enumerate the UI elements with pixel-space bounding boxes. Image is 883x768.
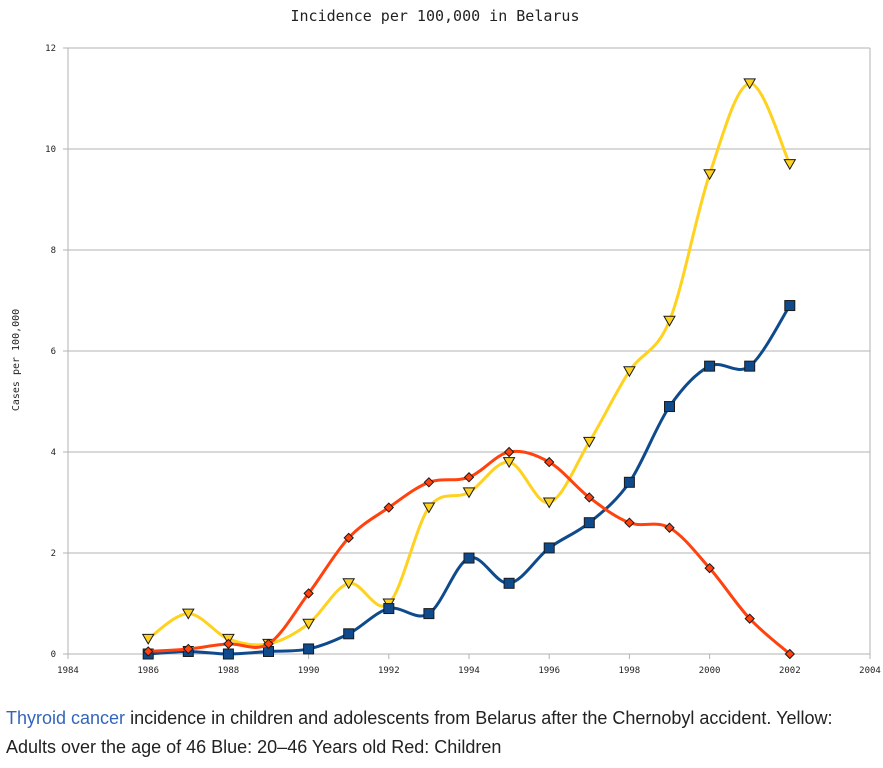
data-point-square (303, 643, 315, 655)
chart-title: Incidence per 100,000 in Belarus (291, 7, 580, 25)
y-tick-label: 12 (45, 44, 56, 54)
y-tick-label: 4 (51, 448, 56, 458)
x-tick-label: 1998 (619, 666, 641, 676)
thyroid-cancer-link[interactable]: Thyroid cancer (6, 708, 126, 728)
x-tick-label: 1984 (57, 666, 79, 676)
y-tick-label: 6 (51, 347, 56, 357)
y-tick-label: 8 (51, 246, 56, 256)
data-point-square (343, 628, 355, 640)
x-tick-label: 1988 (218, 666, 240, 676)
data-point-triangle (181, 608, 195, 620)
data-point-square (664, 401, 675, 413)
data-point-triangle (542, 497, 556, 509)
data-point-diamond (784, 648, 796, 660)
gridlines (68, 47, 870, 655)
y-tick-label: 10 (45, 145, 56, 155)
data-point-triangle (703, 169, 716, 181)
data-point-triangle (623, 366, 636, 378)
data-point-diamond (423, 477, 435, 488)
data-point-diamond (744, 613, 755, 624)
data-point-square (704, 360, 716, 372)
x-tick-label: 1990 (298, 666, 320, 676)
data-point-diamond (503, 446, 515, 458)
data-point-diamond (664, 522, 675, 533)
y-tick-labels: 0 2 4 6 8 10 12 (45, 44, 68, 660)
data-point-diamond (463, 472, 475, 483)
data-point-triangle (141, 633, 155, 645)
data-point-square (744, 360, 756, 372)
y-tick-label: 0 (51, 650, 56, 660)
data-point-diamond (263, 638, 274, 650)
data-point-square (423, 608, 435, 620)
data-point-triangle (302, 618, 315, 630)
data-point-triangle (743, 78, 757, 90)
data-point-square (543, 542, 555, 554)
x-tick-label: 2000 (699, 666, 721, 676)
data-point-diamond (543, 456, 555, 468)
line-chart: Incidence per 100,000 in Belarus Cases p… (11, 7, 881, 676)
data-point-triangle (422, 502, 436, 514)
x-tick-label: 1986 (137, 666, 159, 676)
data-point-diamond (303, 588, 314, 599)
x-tick-label: 1996 (538, 666, 560, 676)
series-2 (142, 446, 796, 660)
series-group (141, 78, 797, 660)
data-point-diamond (343, 532, 354, 544)
y-axis-label: Cases per 100,000 (11, 309, 22, 411)
x-tick-labels: 1984 1986 1988 1990 1992 1994 1996 1998 2000 2002… (57, 654, 881, 676)
y-tick-label: 2 (51, 549, 56, 559)
x-tick-label: 1992 (378, 666, 400, 676)
data-point-triangle (783, 159, 797, 171)
data-point-triangle (502, 457, 516, 469)
data-point-square (503, 577, 515, 589)
data-point-diamond (704, 562, 715, 574)
data-point-triangle (582, 436, 596, 448)
data-point-triangle (663, 315, 676, 327)
data-point-diamond (624, 517, 635, 528)
data-point-square (583, 517, 595, 529)
data-point-square (784, 300, 796, 312)
x-tick-label: 1994 (458, 666, 480, 676)
data-point-square (383, 603, 395, 615)
data-point-diamond (584, 492, 595, 503)
caption-text: incidence in children and adolescents fr… (6, 708, 833, 757)
data-point-triangle (462, 487, 476, 499)
data-point-square (463, 552, 475, 564)
data-point-diamond (383, 502, 395, 513)
data-point-square (623, 476, 635, 488)
x-tick-label: 2002 (779, 666, 801, 676)
data-point-diamond (183, 643, 194, 655)
data-point-triangle (342, 578, 356, 590)
data-point-diamond (142, 646, 154, 657)
data-point-diamond (223, 638, 234, 650)
data-point-square (222, 648, 234, 660)
x-tick-label: 2004 (859, 666, 881, 676)
figure-caption: Thyroid cancer incidence in children and… (6, 704, 876, 762)
